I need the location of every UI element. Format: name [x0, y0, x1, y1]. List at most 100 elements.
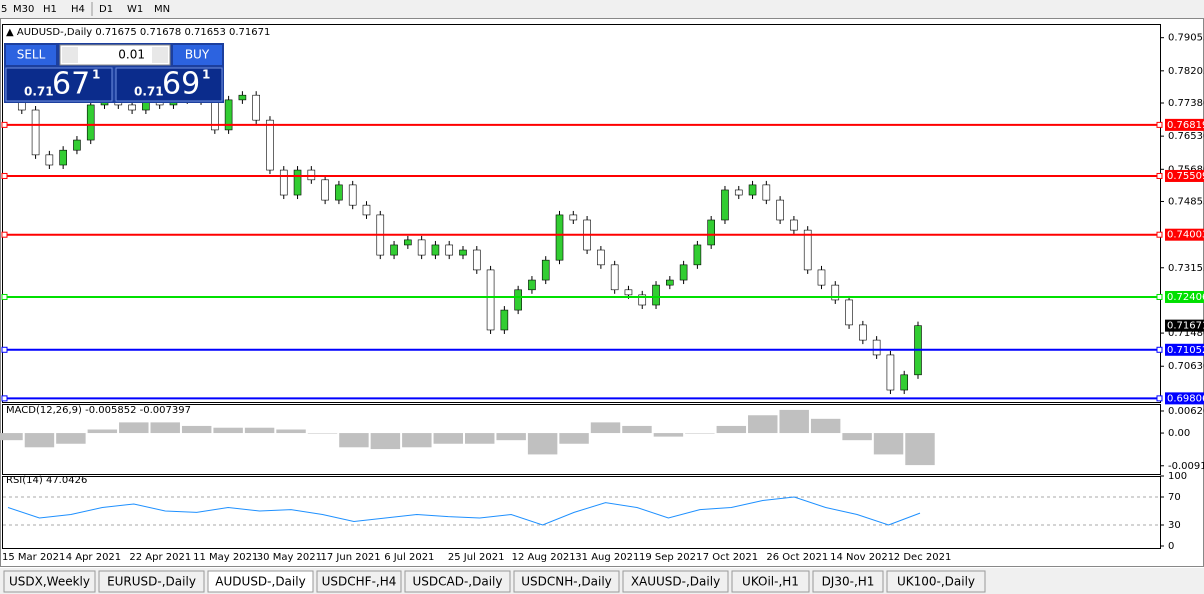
- histogram-bar: [87, 429, 118, 434]
- level-label-bg: [1165, 118, 1204, 131]
- tab[interactable]: [3, 570, 96, 593]
- level-handle: [1156, 395, 1163, 402]
- lot-down[interactable]: [62, 47, 78, 63]
- level-label-bg: [1165, 392, 1204, 405]
- tab[interactable]: [404, 570, 511, 593]
- level-label: 0.69806: [1167, 393, 1204, 404]
- tab[interactable]: [812, 570, 884, 593]
- sell-label[interactable]: SELL: [17, 48, 46, 62]
- level-handle: [1, 346, 8, 353]
- one-click-trading: SELL 0.01 BUY 0.71 67 1 0.71 69 1: [4, 43, 224, 103]
- symbol: AUDUSD-,Daily: [17, 27, 92, 38]
- x-tick-label: 4 Apr 2021: [66, 552, 121, 563]
- histogram-bar: [465, 433, 495, 444]
- buy-button[interactable]: [173, 45, 222, 65]
- tab-label[interactable]: USDCNH-,Daily: [521, 575, 612, 589]
- candle: [555, 214, 564, 261]
- level-label-bg: [1165, 290, 1204, 303]
- candle: [459, 249, 467, 256]
- y-tick-label: 0.00: [1168, 428, 1190, 439]
- candle: [252, 94, 260, 121]
- timeframe-button[interactable]: H4: [71, 4, 85, 15]
- level-label-bg: [1165, 343, 1204, 356]
- timeframe-button[interactable]: MN: [154, 4, 170, 15]
- candle: [831, 284, 840, 301]
- tab-label[interactable]: USDCAD-,Daily: [413, 575, 503, 589]
- histogram-bar: [622, 425, 652, 434]
- y-tick-label: 0.73155: [1168, 263, 1204, 274]
- tab-label[interactable]: USDX,Weekly: [9, 575, 90, 589]
- candle: [445, 244, 454, 256]
- tab-label[interactable]: AUDUSD-,Daily: [215, 575, 305, 589]
- candle: [748, 184, 757, 196]
- last-price-bg: [1165, 319, 1204, 332]
- tab-label[interactable]: XAUUSD-,Daily: [631, 575, 720, 589]
- candle: [569, 214, 578, 221]
- bid-box[interactable]: [5, 67, 113, 102]
- timeframe-button[interactable]: D1: [99, 4, 113, 15]
- candle: [486, 269, 495, 331]
- ask-pips: 69: [162, 67, 200, 102]
- timeframe-button[interactable]: H1: [43, 4, 57, 15]
- bid-big: 0.71: [24, 85, 54, 99]
- candle: [541, 259, 550, 281]
- level-label: 0.72406: [1167, 292, 1204, 303]
- candle: [348, 184, 357, 206]
- ask-box[interactable]: [115, 67, 223, 102]
- candle: [128, 104, 136, 111]
- tab[interactable]: [513, 570, 620, 593]
- tab-label[interactable]: UK100-,Daily: [897, 575, 975, 589]
- candle: [335, 184, 343, 201]
- buy-label[interactable]: BUY: [185, 48, 210, 62]
- x-tick-label: 11 May 2021: [193, 552, 258, 563]
- level-handle: [1156, 346, 1163, 353]
- x-tick-label: 22 Apr 2021: [129, 552, 191, 563]
- tab[interactable]: [316, 570, 402, 593]
- tab-label[interactable]: DJ30-,H1: [822, 575, 875, 589]
- candle: [790, 219, 798, 231]
- candle: [900, 374, 909, 391]
- level-label: 0.71052: [1167, 345, 1204, 356]
- lot-up[interactable]: [152, 47, 168, 63]
- y-tick-label: 0.78205: [1168, 66, 1204, 77]
- level-handle: [1, 231, 8, 238]
- chart-header: ▲ AUDUSD-,Daily 0.71675 0.71678 0.71653 …: [6, 27, 270, 38]
- tab-label[interactable]: UKOil-,H1: [742, 575, 799, 589]
- candle: [417, 239, 426, 256]
- candle: [597, 249, 605, 266]
- y-tick-label: 0.79055: [1168, 33, 1204, 44]
- indicator-title: MACD(12,26,9) -0.005852 -0.007397: [6, 405, 191, 416]
- level-label: 0.75509: [1167, 171, 1204, 182]
- candle: [721, 189, 729, 221]
- chart-window: [0, 18, 1204, 567]
- main-panel: [2, 24, 1161, 403]
- timeframe-button[interactable]: W1: [127, 4, 143, 15]
- candle: [679, 264, 688, 281]
- timeframe-button[interactable]: 5: [1, 4, 7, 15]
- level-handle: [1, 121, 8, 128]
- lot-input[interactable]: [59, 44, 171, 66]
- histogram-bar: [339, 433, 369, 448]
- histogram-bar: [873, 433, 904, 455]
- rsi-panel: [2, 476, 1161, 549]
- indicator-title: RSI(14) 47.0426: [6, 475, 87, 486]
- x-tick-label: 17 Jun 2021: [321, 552, 381, 563]
- tab[interactable]: [886, 570, 986, 593]
- tab-label[interactable]: USDCHF-,H4: [322, 575, 397, 589]
- sell-button[interactable]: [6, 45, 56, 65]
- quote: 0.71675 0.71678 0.71653 0.71671: [95, 27, 270, 38]
- tab[interactable]: [622, 570, 729, 593]
- tab-label[interactable]: EURUSD-,Daily: [107, 575, 196, 589]
- histogram-bar: [653, 433, 684, 437]
- level-handle: [1156, 121, 1163, 128]
- tab[interactable]: [731, 570, 810, 593]
- histogram-bar: [559, 433, 589, 444]
- candle: [500, 309, 509, 331]
- histogram-bar: [402, 433, 432, 448]
- candle: [514, 289, 522, 311]
- y-tick-label: 70: [1168, 492, 1181, 503]
- tab[interactable]: [98, 570, 205, 593]
- timeframe-button[interactable]: M30: [13, 4, 34, 15]
- histogram-bar: [905, 433, 935, 466]
- tab-active[interactable]: [207, 570, 314, 593]
